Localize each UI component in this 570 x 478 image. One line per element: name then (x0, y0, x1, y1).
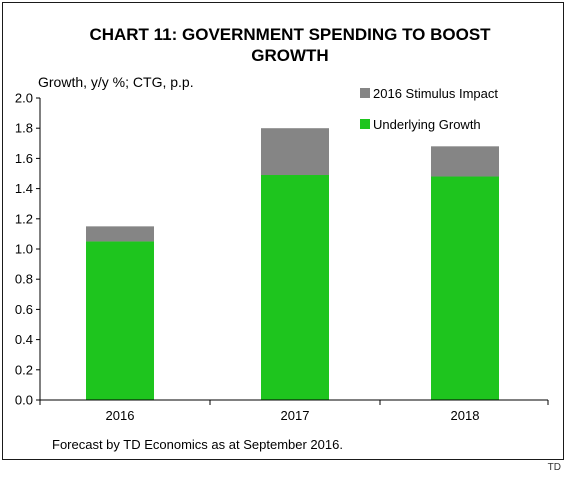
bar-underlying-growth-2018 (431, 176, 499, 400)
legend-group: 2016 Stimulus Impact Underlying Growth (360, 86, 498, 132)
y-tick-label: 1.8 (15, 121, 33, 136)
legend-swatch-2016-stimulus-impact (360, 88, 370, 98)
y-axis-label: Growth, y/y %; CTG, p.p. (38, 74, 194, 90)
legend-label-2016-stimulus-impact: 2016 Stimulus Impact (373, 86, 498, 101)
y-tick-label: 2.0 (15, 91, 33, 106)
chart-frame (2, 2, 564, 460)
x-tick-label-2017: 2017 (281, 408, 310, 423)
bar-underlying-growth-2016 (86, 241, 154, 400)
bar-underlying-growth-2017 (261, 175, 329, 400)
y-tick-label: 1.2 (15, 211, 33, 226)
bar-2016-stimulus-impact-2016 (86, 226, 154, 242)
y-tick-label: 0.0 (15, 393, 33, 408)
legend-swatch-underlying-growth (360, 119, 370, 129)
chart-title-line2: GROWTH (251, 46, 329, 65)
y-tick-label: 1.6 (15, 151, 33, 166)
y-tick-label: 1.0 (15, 242, 33, 257)
x-tick-label-2016: 2016 (106, 408, 135, 423)
axes-group: 0.0 0.2 0.4 0.6 0.8 1.0 1.2 1.4 1.6 1.8 2.0 2016 201… (15, 91, 549, 423)
y-tick-label: 0.2 (15, 362, 33, 377)
footnote: Forecast by TD Economics as at September… (52, 437, 343, 452)
legend-label-underlying-growth: Underlying Growth (373, 117, 481, 132)
bar-2016-stimulus-impact-2018 (431, 146, 499, 177)
y-tick-label: 0.6 (15, 302, 33, 317)
bar-2016-stimulus-impact-2017 (261, 128, 329, 176)
chart-title-line1: CHART 11: GOVERNMENT SPENDING TO BOOST (89, 25, 491, 44)
y-tick-label: 1.4 (15, 181, 33, 196)
y-tick-label: 0.4 (15, 332, 33, 347)
y-tick-label: 0.8 (15, 272, 33, 287)
bars-group (86, 128, 499, 400)
source-mark: TD (547, 462, 561, 473)
x-tick-label-2018: 2018 (451, 408, 480, 423)
